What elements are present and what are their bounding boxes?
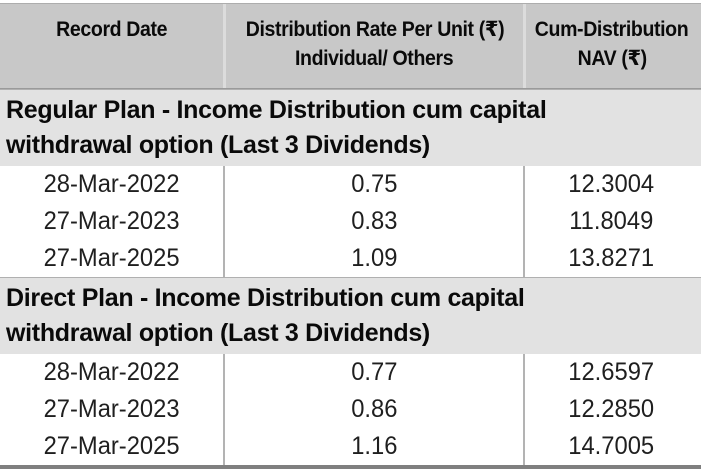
section-header-regular-plan: Regular Plan - Income Distribution cum c… <box>0 89 701 166</box>
rate-cell: 1.16 <box>223 428 523 465</box>
record-date-value: 27-Mar-2023 <box>43 207 180 235</box>
rate-value: 0.75 <box>350 170 398 198</box>
record-date-cell: 27-Mar-2025 <box>0 240 223 277</box>
table-row: 27-Mar-2023 0.86 12.2850 <box>0 391 701 428</box>
section-direct-title-line2: withdrawal option (Last 3 Dividends) <box>6 319 430 347</box>
rate-value: 1.09 <box>350 244 398 272</box>
section-direct-title-line1: Direct Plan - Income Distribution cum ca… <box>6 284 525 312</box>
rate-cell: 0.75 <box>223 166 523 203</box>
record-date-cell: 27-Mar-2023 <box>0 203 223 240</box>
header-distribution-rate: Distribution Rate Per Unit (₹) Individua… <box>223 4 523 88</box>
header-cum-nav-line2: NAV (₹) <box>577 47 647 70</box>
header-cum-distribution-nav: Cum-Distribution NAV (₹) <box>523 4 698 88</box>
nav-cell: 13.8271 <box>523 240 698 277</box>
rate-value: 0.83 <box>350 207 398 235</box>
dividend-history-table: Record Date Distribution Rate Per Unit (… <box>0 3 701 469</box>
table-row: 28-Mar-2022 0.77 12.6597 <box>0 354 701 391</box>
record-date-cell: 27-Mar-2023 <box>0 391 223 428</box>
rate-cell: 1.09 <box>223 240 523 277</box>
record-date-value: 28-Mar-2022 <box>43 358 180 386</box>
rate-value: 1.16 <box>350 432 398 460</box>
record-date-cell: 27-Mar-2025 <box>0 428 223 465</box>
nav-value: 13.8271 <box>568 244 655 272</box>
header-record-date: Record Date <box>0 4 223 88</box>
record-date-cell: 28-Mar-2022 <box>0 354 223 391</box>
nav-value: 11.8049 <box>569 207 654 235</box>
header-distribution-rate-line2: Individual/ Others <box>295 47 454 70</box>
header-cum-nav-line1: Cum-Distribution <box>535 18 689 41</box>
record-date-value: 27-Mar-2023 <box>43 395 180 423</box>
rate-value: 0.77 <box>350 358 398 386</box>
nav-value: 14.7005 <box>568 432 655 460</box>
section-header-direct-plan: Direct Plan - Income Distribution cum ca… <box>0 277 701 354</box>
header-record-date-label: Record Date <box>56 18 167 41</box>
record-date-value: 27-Mar-2025 <box>43 432 180 460</box>
section-regular-title-line1: Regular Plan - Income Distribution cum c… <box>6 96 547 124</box>
nav-cell: 14.7005 <box>523 428 698 465</box>
nav-value: 12.2850 <box>568 395 655 423</box>
table-row: 27-Mar-2025 1.16 14.7005 <box>0 428 701 465</box>
record-date-value: 27-Mar-2025 <box>43 244 180 272</box>
record-date-cell: 28-Mar-2022 <box>0 166 223 203</box>
table-header-row: Record Date Distribution Rate Per Unit (… <box>0 3 701 89</box>
rate-cell: 0.77 <box>223 354 523 391</box>
nav-value: 12.3004 <box>568 170 655 198</box>
section-regular-title-line2: withdrawal option (Last 3 Dividends) <box>6 131 430 159</box>
nav-value: 12.6597 <box>568 358 655 386</box>
rate-cell: 0.86 <box>223 391 523 428</box>
table-row: 28-Mar-2022 0.75 12.3004 <box>0 166 701 203</box>
nav-cell: 12.6597 <box>523 354 698 391</box>
table-row: 27-Mar-2025 1.09 13.8271 <box>0 240 701 277</box>
header-distribution-rate-line1: Distribution Rate Per Unit (₹) <box>245 18 504 41</box>
nav-cell: 12.2850 <box>523 391 698 428</box>
table-row: 27-Mar-2023 0.83 11.8049 <box>0 203 701 240</box>
rate-value: 0.86 <box>350 395 398 423</box>
rate-cell: 0.83 <box>223 203 523 240</box>
nav-cell: 12.3004 <box>523 166 698 203</box>
nav-cell: 11.8049 <box>523 203 698 240</box>
record-date-value: 28-Mar-2022 <box>43 170 180 198</box>
